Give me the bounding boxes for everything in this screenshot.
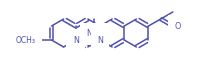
Text: N: N xyxy=(97,35,103,45)
Text: O: O xyxy=(175,21,181,30)
Text: NH₂: NH₂ xyxy=(87,29,101,38)
Text: OCH₃: OCH₃ xyxy=(15,35,35,45)
Text: N: N xyxy=(73,35,79,45)
